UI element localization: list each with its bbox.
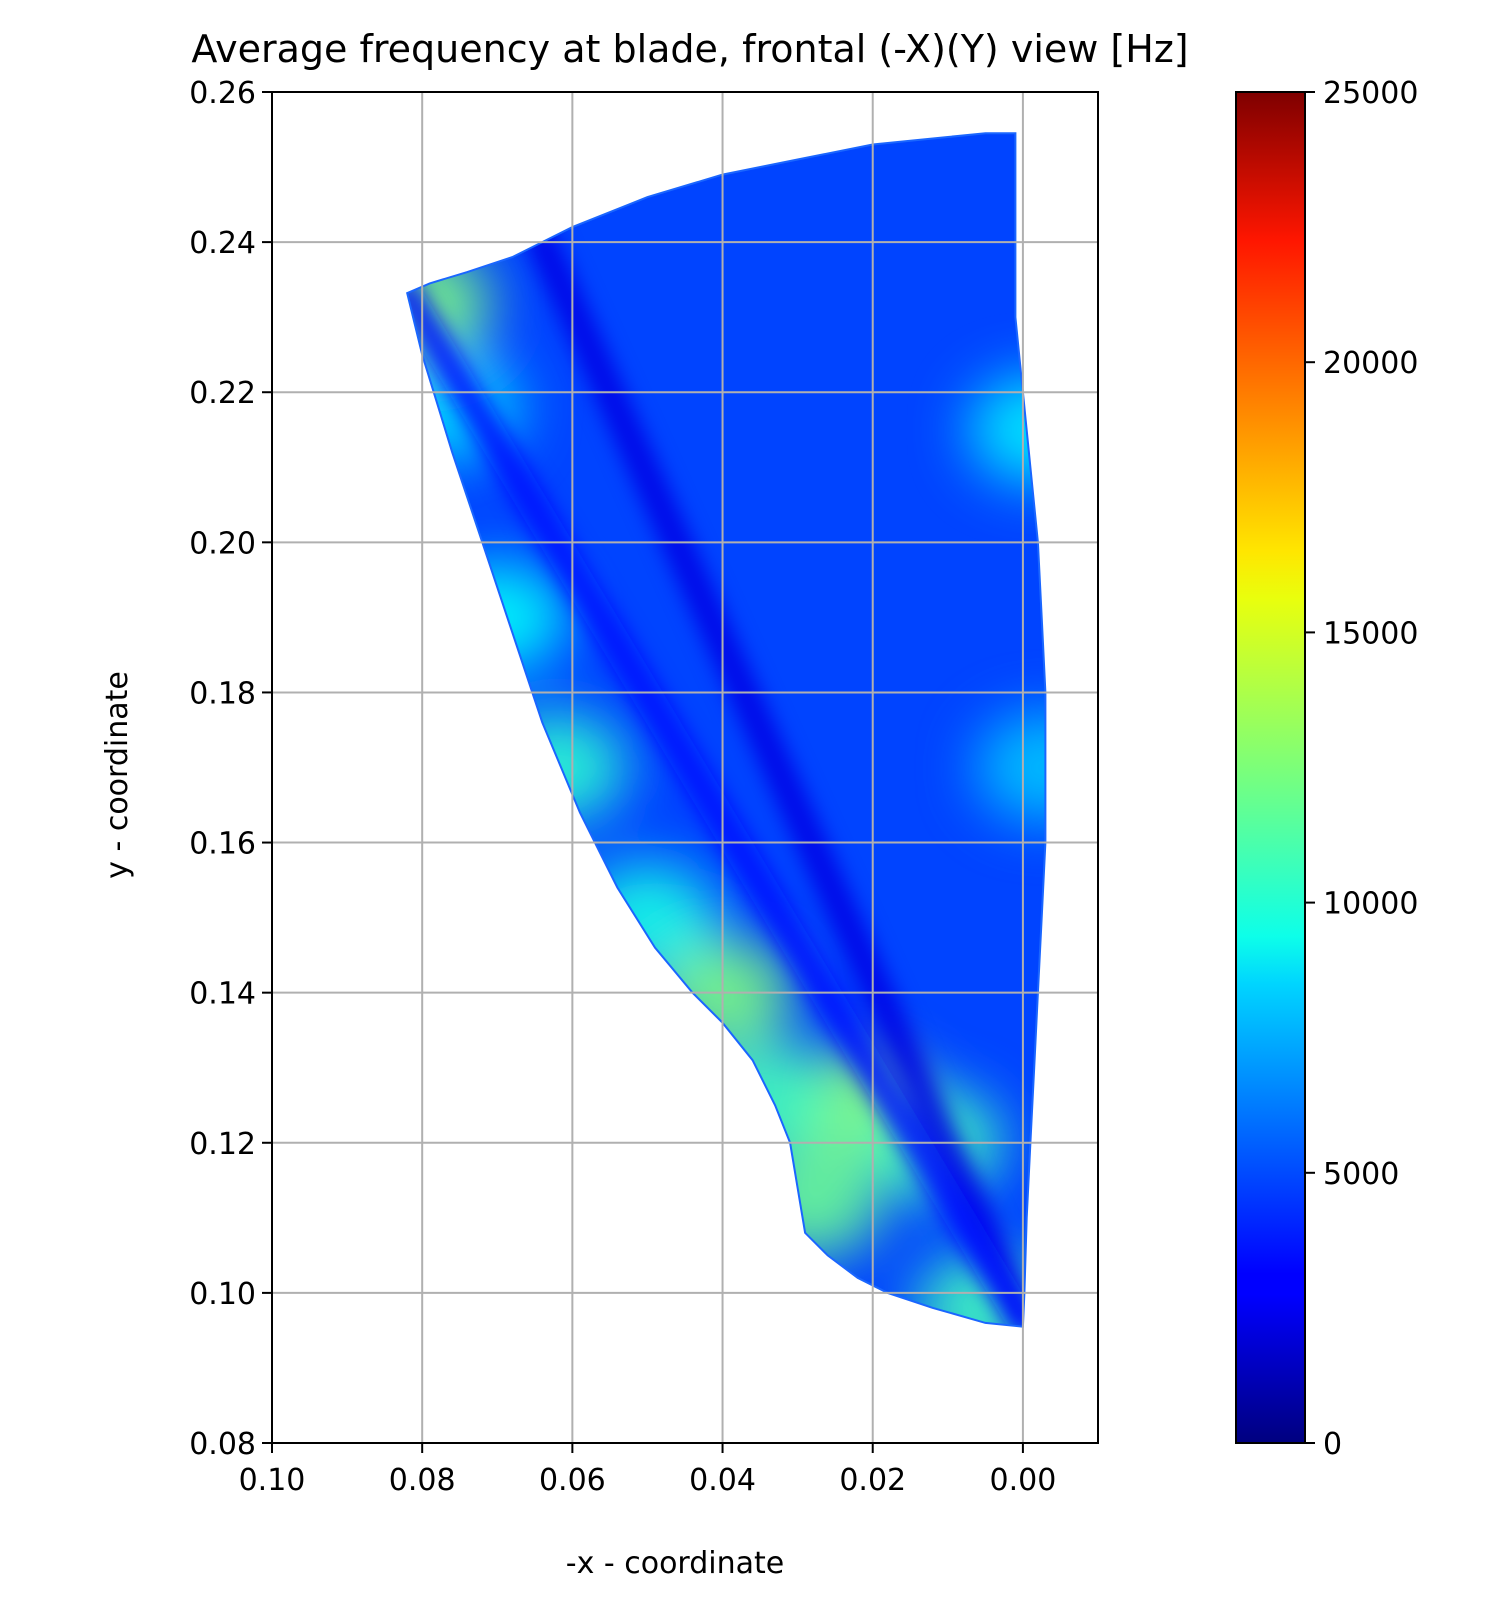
colorbar-ticks: 0 5000 10000 15000 20000 25000 xyxy=(1305,76,1418,1462)
colorbar-tick-label: 15000 xyxy=(1323,616,1418,651)
y-tick-label: 0.24 xyxy=(189,226,256,261)
y-axis-ticks: 0.08 0.10 0.12 0.14 0.16 0.18 0.20 0.22 0.24 0.26 xyxy=(189,76,272,1462)
x-tick-label: 0.04 xyxy=(689,1463,756,1498)
colorbar: 0 5000 10000 15000 20000 25000 xyxy=(1235,76,1418,1462)
y-tick-label: 0.22 xyxy=(189,376,256,411)
colorbar-tick-label: 10000 xyxy=(1323,887,1418,922)
value-hotspot xyxy=(577,862,718,973)
colorbar-tick-label: 0 xyxy=(1323,1427,1342,1462)
y-tick-label: 0.12 xyxy=(189,1127,256,1162)
x-tick-label: 0.00 xyxy=(990,1463,1057,1498)
value-band xyxy=(527,227,1038,1327)
colorbar-tick-label: 20000 xyxy=(1323,346,1418,381)
axes-frame xyxy=(271,91,1099,1444)
y-tick-label: 0.08 xyxy=(189,1427,256,1462)
y-tick-label: 0.20 xyxy=(189,526,256,561)
y-tick-label: 0.10 xyxy=(189,1277,256,1312)
colorbar-tick-label: 25000 xyxy=(1323,76,1418,111)
x-axis-label: -x - coordinate xyxy=(566,1546,784,1581)
x-tick-label: 0.06 xyxy=(539,1463,606,1498)
y-axis-label: y - coordinate xyxy=(100,671,135,879)
y-tick-label: 0.26 xyxy=(189,76,256,111)
blade-streaks xyxy=(407,227,1038,1327)
plot-area: 0.10 0.08 0.06 0.04 0.02 0.00 0.080.100.120.1… xyxy=(189,76,1099,1498)
colorbar-tick-label: 5000 xyxy=(1323,1157,1399,1192)
value-hotspot xyxy=(487,712,628,823)
value-band xyxy=(407,279,1038,1327)
value-hotspot xyxy=(697,1042,838,1153)
value-hotspot xyxy=(427,562,568,673)
value-hotspot xyxy=(975,712,1046,823)
x-tick-label: 0.10 xyxy=(239,1463,306,1498)
y-tick-label: 0.18 xyxy=(189,676,256,711)
y-tick-label: 0.16 xyxy=(189,827,256,862)
blade-value-field xyxy=(407,133,1046,1327)
blade-outline xyxy=(406,132,1047,1328)
x-axis-ticks: 0.10 0.08 0.06 0.04 0.02 0.00 xyxy=(239,1443,1057,1498)
y-tick-label: 0.14 xyxy=(189,977,256,1012)
colorbar-gradient xyxy=(1235,91,1306,1444)
x-tick-label: 0.02 xyxy=(839,1463,906,1498)
x-tick-label: 0.08 xyxy=(389,1463,456,1498)
chart-title: Average frequency at blade, frontal (-X)… xyxy=(191,27,1188,71)
